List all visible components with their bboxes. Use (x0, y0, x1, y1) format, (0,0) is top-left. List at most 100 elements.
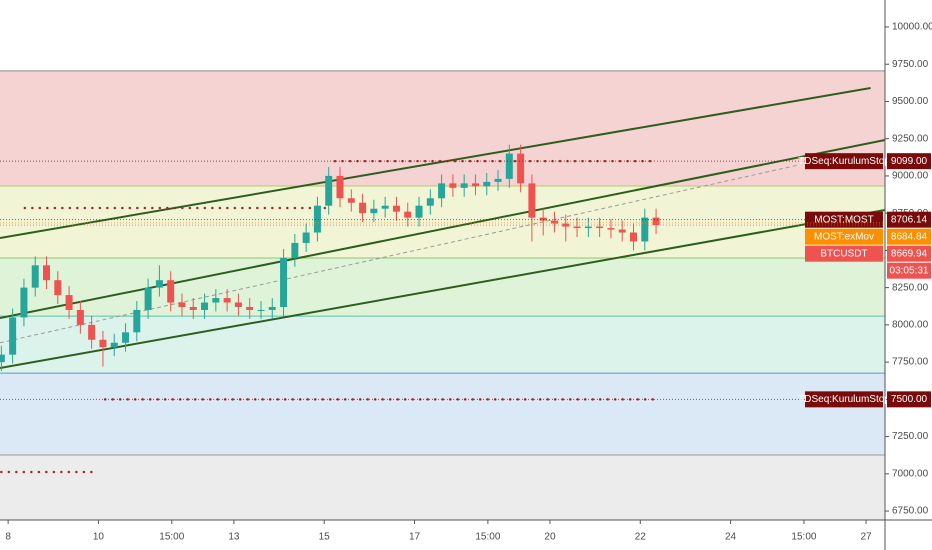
candle-body (234, 302, 242, 307)
candle-body (313, 205, 321, 233)
candle-body (596, 226, 604, 229)
price-tag-value: 8669.94 (891, 248, 928, 259)
y-tick-label: 7000.00 (892, 468, 929, 479)
candle-body (99, 339, 107, 348)
price-tag-value-box (887, 211, 931, 228)
candle-body (517, 153, 525, 184)
candle-body (618, 229, 626, 233)
candle-body (370, 208, 378, 214)
candle-body (155, 280, 163, 288)
x-tick-label: 20 (544, 532, 556, 543)
y-tick-label: 10000.00 (892, 22, 932, 33)
candle-body (347, 198, 355, 203)
candle-body (88, 324, 96, 340)
candle-body (133, 309, 141, 333)
y-tick-label: 8000.00 (892, 320, 929, 331)
candle-body (325, 175, 333, 206)
candle-body (629, 232, 637, 242)
price-tag-value-box (887, 391, 931, 408)
x-tick-label: 15:00 (475, 532, 500, 543)
candle-body (0, 354, 5, 363)
candle-body (539, 217, 547, 221)
candle-body (381, 205, 389, 209)
candle-body (392, 205, 400, 212)
x-tick-label: 27 (860, 532, 872, 543)
y-tick-label: 9750.00 (892, 59, 929, 70)
candle-body (438, 183, 446, 199)
candle-body (31, 265, 39, 288)
candle-body (43, 265, 51, 281)
price-tag-name: TDSeq:KurulumStop (798, 156, 890, 167)
price-tag-value-box (887, 245, 931, 262)
x-tick-label: 15 (319, 532, 331, 543)
candle-body (246, 306, 254, 310)
candle-body (178, 302, 186, 307)
candle-body (460, 183, 468, 188)
candle-body (336, 175, 344, 199)
price-tag-value: 9099.00 (891, 156, 928, 167)
candle-body (449, 183, 457, 188)
candle-body (641, 217, 649, 242)
candle-body (167, 280, 175, 303)
candle-body (505, 153, 513, 179)
candle-body (268, 306, 276, 310)
zone (0, 257, 885, 317)
x-tick-label: 10 (93, 532, 105, 543)
candle-body (584, 226, 592, 229)
price-tag-value: 8684.84 (891, 231, 928, 242)
candle-body (223, 298, 231, 303)
candle-body (404, 211, 412, 218)
candle-body (280, 257, 288, 307)
candle-body (494, 178, 502, 182)
price-tag-name-box (805, 245, 883, 262)
y-tick-label: 7750.00 (892, 357, 929, 368)
price-tag-value-box (887, 228, 931, 245)
candle-body (20, 287, 28, 318)
candle-body (110, 342, 118, 348)
price-tag-value-box (887, 153, 931, 170)
candle-body (122, 332, 130, 343)
candle-body (359, 202, 367, 214)
candle-body (302, 232, 310, 243)
x-tick-label: 24 (725, 532, 737, 543)
candle-body (562, 223, 570, 227)
candle-body (201, 302, 209, 310)
candle-body (415, 205, 423, 218)
price-tag-name: MOST:exMov (814, 231, 874, 242)
trend-line (0, 164, 799, 344)
candle-body (291, 242, 299, 258)
price-tag-value: 7500.00 (891, 394, 928, 405)
candle-body (426, 198, 434, 206)
price-tag-value: 8706.14 (891, 214, 928, 225)
price-tag-name: MOST:MOST (814, 214, 873, 225)
zone (0, 373, 885, 456)
price-tag-name-box (805, 153, 883, 170)
x-tick-label: 8 (5, 532, 11, 543)
y-tick-label: 7250.00 (892, 431, 929, 442)
candle-body (483, 181, 491, 187)
x-tick-label: 15:00 (159, 532, 184, 543)
candle-body (65, 295, 73, 310)
x-tick-label: 15:00 (791, 532, 816, 543)
x-tick-label: 17 (409, 532, 421, 543)
y-tick-label: 9500.00 (892, 96, 929, 107)
trend-line (0, 87, 871, 240)
countdown-box (887, 262, 931, 279)
candle-body (212, 298, 220, 303)
x-tick-label: 22 (635, 532, 647, 543)
trend-line (0, 209, 886, 370)
x-axis-panel (0, 520, 932, 550)
zone (0, 316, 885, 374)
candle-body (76, 309, 84, 325)
price-tag-name-box (805, 211, 883, 228)
countdown: 03:05:31 (890, 265, 929, 276)
y-tick-label: 6750.00 (892, 506, 929, 517)
x-tick-label: 13 (228, 532, 240, 543)
zone (0, 455, 885, 520)
zone (0, 70, 885, 187)
y-tick-label: 8250.00 (892, 282, 929, 293)
price-tag-name-box (805, 228, 883, 245)
price-tag-name: BTCUSDT (820, 248, 867, 259)
